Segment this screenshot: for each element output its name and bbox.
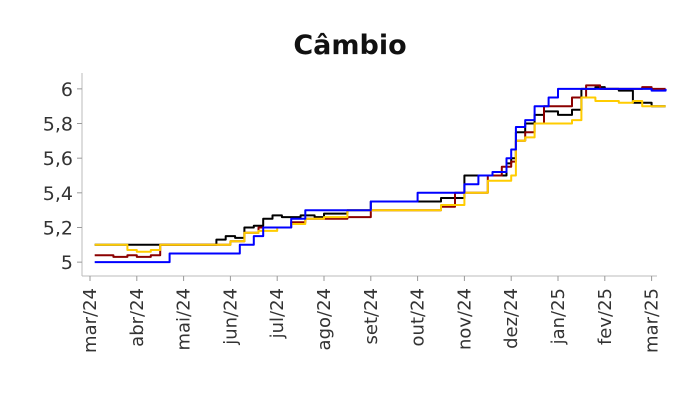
x-tick-label: out/24 — [408, 288, 429, 346]
x-tick-label: nov/24 — [454, 288, 475, 350]
x-tick-label: jun/24 — [220, 288, 241, 346]
x-tick-label: dez/24 — [501, 288, 522, 349]
x-tick-label: mar/25 — [642, 288, 663, 353]
series-line-3 — [94, 96, 666, 253]
series-line-1 — [94, 86, 666, 246]
x-tick-label: fev/25 — [595, 288, 616, 345]
x-tick-label: abr/24 — [127, 288, 148, 347]
chart-title: Câmbio — [293, 30, 407, 61]
y-tick-label: 6 — [61, 79, 73, 101]
y-tick-label: 5,6 — [43, 148, 73, 170]
y-tick-label: 5,2 — [43, 217, 73, 239]
x-tick-label: jul/24 — [267, 288, 288, 339]
x-tick-label: mai/24 — [174, 288, 195, 351]
x-tick-label: ago/24 — [314, 288, 335, 350]
y-tick-label: 5,8 — [43, 114, 73, 136]
y-tick-label: 5 — [61, 252, 73, 274]
series-line-4 — [94, 87, 667, 264]
x-tick-label: jan/25 — [548, 288, 569, 345]
x-tick-label: set/24 — [361, 288, 382, 344]
y-tick-label: 5,4 — [43, 183, 73, 205]
x-tick-label: mar/24 — [80, 288, 101, 353]
series-line-2 — [94, 84, 666, 258]
